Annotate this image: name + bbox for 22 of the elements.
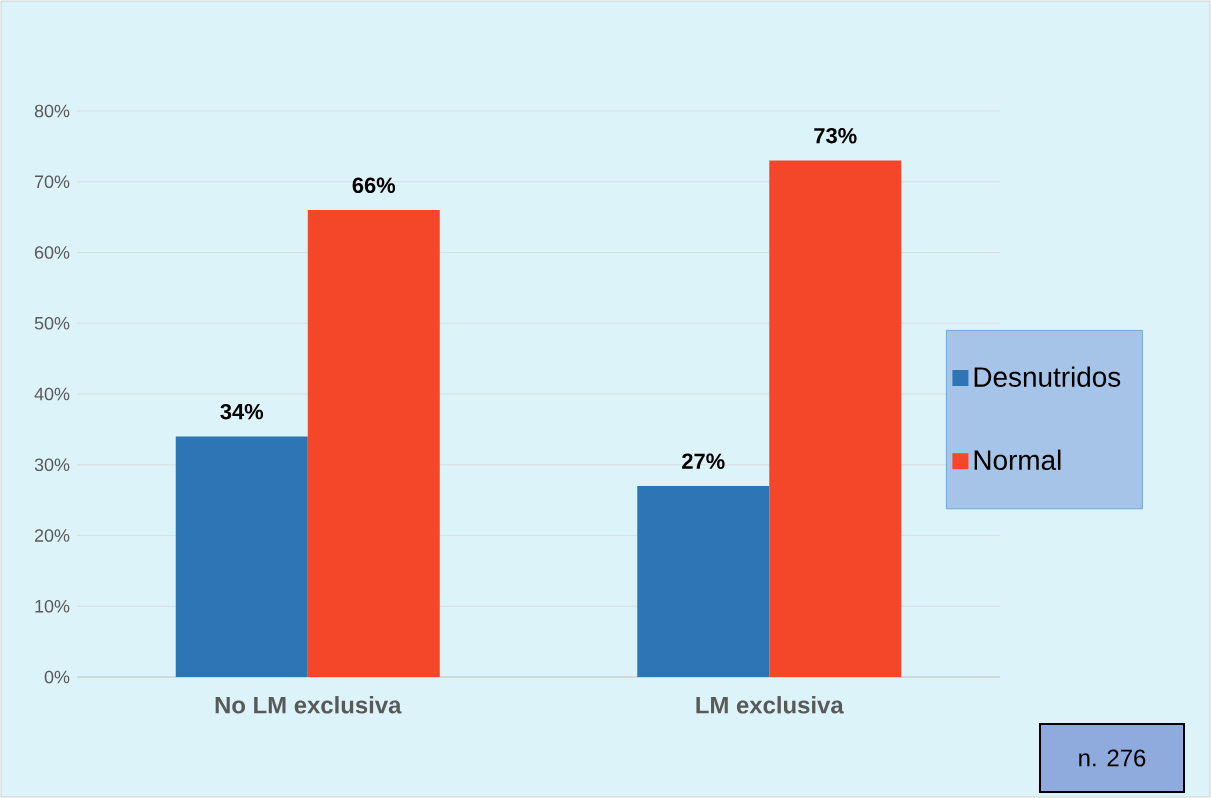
data-label: 27% <box>682 453 725 469</box>
bar <box>175 436 308 677</box>
bar <box>769 160 902 677</box>
y-tick-label: 60% <box>34 246 70 259</box>
data-label: 34% <box>220 403 264 420</box>
y-tick-label: 30% <box>34 458 70 472</box>
text: n. 276 <box>1079 749 1146 767</box>
y-tick-label: 80% <box>34 104 70 118</box>
y-tick-label: 70% <box>34 175 70 189</box>
legend-label: Normal <box>974 449 1061 471</box>
y-tick-label: 50% <box>34 316 70 330</box>
bar <box>307 210 440 677</box>
y-tick-label: 10% <box>35 599 70 613</box>
data-label: 73% <box>814 127 857 144</box>
y-tick-label: 40% <box>34 387 70 401</box>
data-label: 66% <box>352 177 396 194</box>
y-tick-label: 0% <box>44 670 70 684</box>
x-tick-label: LM exclusiva <box>696 696 844 714</box>
legend-label: Desnutridos <box>974 366 1121 387</box>
y-tick-label: 20% <box>34 529 70 542</box>
bar <box>637 485 770 677</box>
x-tick-label: No LM exclusiva <box>215 696 402 714</box>
